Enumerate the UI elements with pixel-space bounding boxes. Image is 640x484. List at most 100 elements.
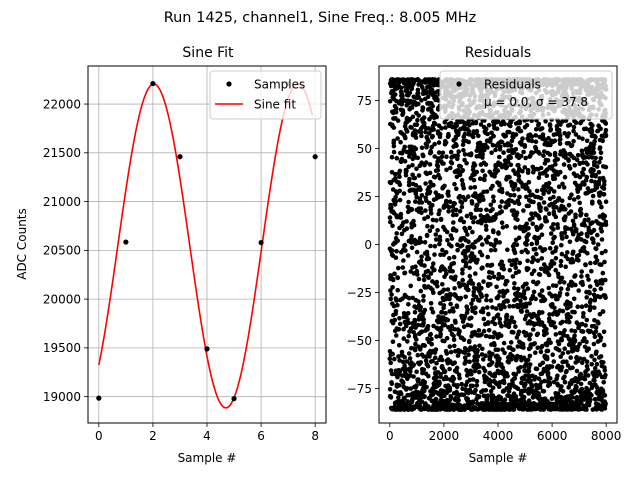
- residual-point: [507, 129, 512, 135]
- residual-point: [523, 304, 529, 309]
- residual-point: [493, 215, 498, 221]
- residual-point: [423, 181, 428, 186]
- residual-point: [417, 235, 423, 241]
- residual-point: [422, 379, 428, 385]
- residual-point: [559, 337, 565, 343]
- residual-point: [484, 227, 489, 232]
- residual-point: [513, 265, 518, 271]
- residual-point: [429, 224, 435, 229]
- residual-point: [554, 205, 559, 210]
- residual-point: [494, 284, 499, 290]
- residual-point: [486, 311, 491, 317]
- residual-point: [470, 281, 476, 286]
- residual-point: [583, 262, 588, 268]
- residual-point: [456, 130, 461, 136]
- residual-point: [419, 98, 424, 103]
- residual-point: [576, 258, 581, 263]
- residual-point: [445, 189, 451, 195]
- residual-point: [389, 381, 395, 387]
- residual-point: [461, 219, 467, 225]
- residual-point: [495, 119, 501, 124]
- residual-point: [546, 180, 552, 186]
- residual-point: [514, 257, 519, 263]
- residual-point: [397, 358, 402, 363]
- residual-point: [456, 149, 462, 154]
- residual-point: [454, 186, 459, 192]
- residual-point: [413, 135, 419, 140]
- residual-point: [572, 333, 577, 339]
- residual-point: [523, 155, 528, 161]
- residual-point: [508, 162, 514, 168]
- residual-point: [586, 346, 591, 352]
- residual-point: [414, 166, 419, 172]
- residual-point: [505, 159, 511, 165]
- sine-fit-legend: Samples Sine fit: [209, 70, 322, 120]
- residual-point: [576, 135, 582, 140]
- residual-point: [414, 337, 419, 342]
- residual-point: [516, 187, 521, 192]
- residual-point: [460, 277, 466, 283]
- residual-point: [582, 376, 588, 382]
- residual-point: [398, 215, 404, 220]
- residual-point: [444, 154, 449, 159]
- residual-point: [567, 122, 573, 128]
- residual-point: [532, 341, 537, 346]
- residual-point: [603, 121, 609, 126]
- residual-point: [512, 181, 518, 187]
- residual-point: [419, 193, 425, 198]
- residual-point: [416, 95, 422, 100]
- residual-point: [536, 376, 542, 382]
- residual-point: [535, 345, 540, 351]
- residual-point: [464, 260, 469, 266]
- residual-point: [529, 134, 535, 139]
- residual-point: [426, 373, 431, 379]
- residual-point: [501, 380, 507, 386]
- residual-point: [481, 316, 487, 322]
- residual-point: [597, 145, 603, 150]
- residual-point: [431, 261, 436, 266]
- residual-point: [402, 270, 408, 276]
- residual-point: [579, 304, 585, 310]
- residual-point: [581, 166, 586, 172]
- sine-fit-ylabel: ADC Counts: [15, 208, 29, 280]
- residual-point: [447, 344, 453, 349]
- residual-point: [597, 200, 603, 206]
- residual-point: [560, 119, 565, 124]
- residual-point: [425, 214, 431, 220]
- residual-point: [446, 133, 451, 138]
- residual-point: [419, 200, 425, 205]
- residual-point: [414, 369, 419, 375]
- residual-point: [598, 335, 604, 340]
- residual-point: [535, 280, 541, 285]
- residual-point: [443, 140, 449, 145]
- residual-point: [502, 397, 508, 403]
- sine-fit-ytick-label-4: 21000: [43, 195, 81, 209]
- residual-point: [497, 303, 502, 308]
- residual-point: [549, 164, 555, 169]
- residual-point: [507, 304, 512, 309]
- residual-point: [546, 190, 552, 195]
- residual-point: [435, 164, 441, 169]
- residual-point: [539, 320, 545, 325]
- residual-point: [483, 223, 489, 229]
- residual-point: [393, 176, 398, 181]
- residual-point: [455, 247, 460, 253]
- residual-point: [412, 128, 418, 133]
- residual-point: [508, 193, 513, 198]
- residual-point: [416, 101, 421, 107]
- residual-point: [482, 177, 487, 183]
- residual-point: [467, 122, 472, 128]
- residual-point: [551, 261, 557, 266]
- residual-point: [437, 208, 442, 213]
- residual-point: [560, 319, 565, 325]
- residual-point: [500, 275, 505, 280]
- residual-point: [434, 374, 439, 380]
- residual-point: [513, 132, 519, 137]
- residual-point: [466, 352, 471, 358]
- residual-point: [432, 252, 437, 257]
- residual-point: [511, 187, 516, 192]
- residual-point: [559, 242, 564, 248]
- residual-point: [594, 361, 600, 367]
- residual-point: [392, 356, 397, 362]
- residual-point: [588, 305, 593, 311]
